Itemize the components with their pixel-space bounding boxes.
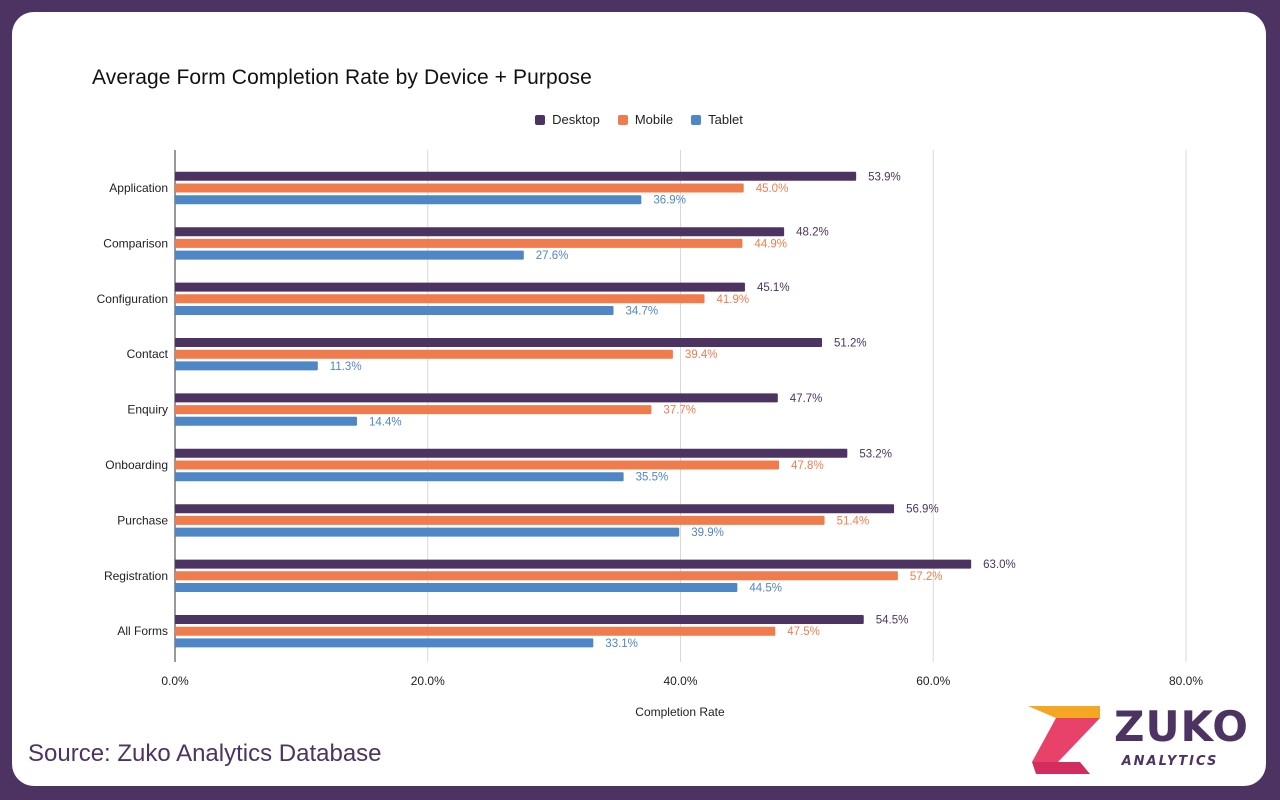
bar-tablet xyxy=(175,195,642,205)
data-label-mobile: 45.0% xyxy=(756,183,789,195)
legend-label-desktop: Desktop xyxy=(552,112,600,127)
category-label: Purchase xyxy=(117,513,168,527)
data-label-tablet: 11.3% xyxy=(330,361,362,373)
bar-mobile xyxy=(175,626,776,636)
data-label-desktop: 48.2% xyxy=(796,227,829,239)
bar-tablet xyxy=(175,638,594,648)
data-label-tablet: 34.7% xyxy=(626,306,659,318)
bar-mobile xyxy=(175,460,780,470)
bar-mobile xyxy=(175,238,743,248)
data-label-desktop: 53.2% xyxy=(859,448,892,460)
logo-subword: ANALYTICS xyxy=(1121,754,1219,769)
chart-card: Average Form Completion Rate by Device +… xyxy=(12,12,1266,786)
data-label-mobile: 37.7% xyxy=(663,405,696,417)
bar-mobile xyxy=(175,294,705,304)
category-label: Comparison xyxy=(103,236,168,250)
data-label-desktop: 51.2% xyxy=(834,338,867,350)
data-label-tablet: 33.1% xyxy=(605,638,638,650)
bar-desktop xyxy=(175,338,823,347)
bar-desktop xyxy=(175,504,895,514)
category-label: Application xyxy=(109,181,168,195)
bar-mobile xyxy=(175,571,898,581)
bar-mobile xyxy=(175,183,744,193)
data-label-desktop: 53.9% xyxy=(868,171,901,183)
bar-desktop xyxy=(175,559,972,569)
legend-label-mobile: Mobile xyxy=(634,112,674,127)
data-label-tablet: 14.4% xyxy=(369,416,402,428)
data-label-mobile: 47.8% xyxy=(791,460,824,472)
category-label: Enquiry xyxy=(127,403,168,417)
data-label-desktop: 47.7% xyxy=(790,393,823,405)
data-label-mobile: 57.2% xyxy=(910,571,943,583)
data-label-mobile: 41.9% xyxy=(717,294,750,306)
category-label: Onboarding xyxy=(105,458,168,472)
zuko-logo: ZUKO ANALYTICS xyxy=(1028,702,1250,776)
x-tick-label: 60.0% xyxy=(916,674,950,688)
bar-desktop xyxy=(175,171,857,181)
data-label-tablet: 35.5% xyxy=(636,472,669,484)
category-label: All Forms xyxy=(117,624,168,638)
x-tick-label: 40.0% xyxy=(663,674,697,688)
legend-label-tablet: Tablet xyxy=(708,112,743,127)
bar-desktop xyxy=(175,393,778,403)
legend-item-tablet[interactable]: Tablet xyxy=(691,112,743,127)
category-label: Registration xyxy=(104,569,168,583)
bar-tablet xyxy=(175,583,738,592)
bar-mobile xyxy=(175,515,825,525)
category-label: Configuration xyxy=(97,292,168,306)
bar-tablet xyxy=(175,527,680,537)
bar-tablet xyxy=(175,250,524,260)
chart-title: Average Form Completion Rate by Device +… xyxy=(92,66,592,89)
bar-desktop xyxy=(175,615,864,624)
x-tick-label: 80.0% xyxy=(1169,674,1203,688)
data-label-mobile: 47.5% xyxy=(787,626,820,638)
bar-mobile xyxy=(175,405,652,415)
legend-swatch-tablet xyxy=(691,114,702,125)
data-label-tablet: 44.5% xyxy=(749,583,782,595)
bar-tablet xyxy=(175,472,624,482)
bar-desktop xyxy=(175,448,848,458)
x-tick-label: 20.0% xyxy=(411,674,445,688)
legend-item-desktop[interactable]: Desktop xyxy=(535,112,600,127)
data-label-mobile: 51.4% xyxy=(837,515,870,527)
data-label-desktop: 45.1% xyxy=(757,282,790,294)
x-axis-title: Completion Rate xyxy=(635,705,725,719)
legend-swatch-mobile xyxy=(617,114,628,125)
category-label: Contact xyxy=(127,347,169,361)
bar-chart: 0.0% 20.0% 40.0% 60.0% 80.0% Application 53.9%… xyxy=(97,150,1203,688)
bar-desktop xyxy=(175,282,745,292)
logo-wordmark: ZUKO xyxy=(1114,702,1249,751)
data-label-tablet: 39.9% xyxy=(691,527,724,539)
data-label-tablet: 27.6% xyxy=(536,250,569,262)
data-label-mobile: 44.9% xyxy=(754,238,787,250)
legend-swatch-desktop xyxy=(535,114,546,125)
data-label-desktop: 56.9% xyxy=(906,504,939,516)
bar-desktop xyxy=(175,227,785,237)
data-label-tablet: 36.9% xyxy=(653,195,686,207)
data-label-desktop: 54.5% xyxy=(876,615,909,627)
bar-tablet xyxy=(175,306,614,315)
source-note: Source: Zuko Analytics Database xyxy=(28,740,382,767)
legend: Desktop Mobile Tablet xyxy=(12,112,1266,127)
legend-item-mobile[interactable]: Mobile xyxy=(617,112,674,127)
zuko-z-mark-icon xyxy=(1028,706,1100,774)
data-label-desktop: 63.0% xyxy=(983,559,1016,571)
x-tick-label: 0.0% xyxy=(161,674,189,688)
data-label-mobile: 39.4% xyxy=(685,349,718,361)
bar-tablet xyxy=(175,361,318,371)
bar-tablet xyxy=(175,416,357,426)
bar-mobile xyxy=(175,349,673,359)
